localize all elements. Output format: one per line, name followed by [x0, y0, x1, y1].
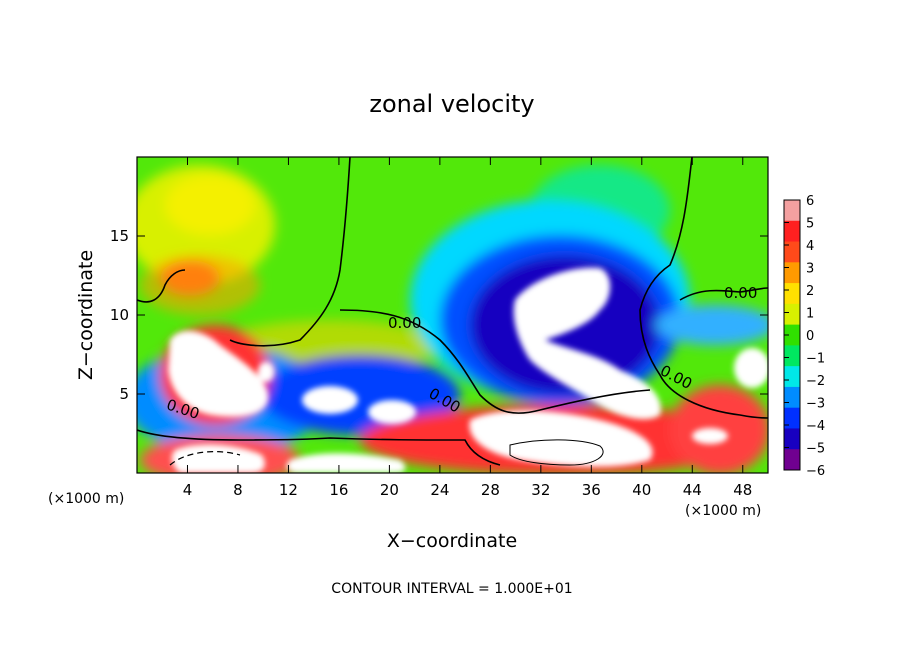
x-unit-label-right: (×1000 m) — [685, 503, 761, 519]
contour-dashed — [169, 450, 241, 466]
contour-label: 0.00 — [724, 284, 757, 302]
velocity-field — [137, 157, 768, 473]
colorbar-swatch — [784, 283, 800, 305]
contour-left-edge — [137, 269, 186, 303]
contour-bottom-inner — [509, 439, 604, 466]
bottom-mid-core — [286, 453, 406, 473]
right-positive-pocket — [692, 428, 728, 444]
colorbar-tick-label: 6 — [806, 194, 814, 209]
colorbar-swatch — [784, 366, 800, 388]
x-tick-label: 40 — [632, 481, 651, 499]
x-tick-label: 32 — [531, 481, 550, 499]
contour-interval-note: CONTOUR INTERVAL = 1.000E+01 — [331, 581, 572, 597]
colorbar-swatch — [784, 449, 800, 471]
colorbar-swatch — [784, 220, 800, 243]
colorbar-tick-label: −5 — [806, 442, 825, 457]
x-tick-label: 12 — [279, 481, 298, 499]
colorbar-tick-label: −3 — [806, 397, 825, 412]
chart-title: zonal velocity — [369, 90, 534, 118]
colorbar-tick-label: 3 — [806, 262, 814, 277]
right-negative-pocket — [734, 348, 768, 388]
x-axis-ticks: 4 8 12 16 20 24 28 32 36 40 44 48 — [183, 157, 752, 499]
x-tick-label: 48 — [733, 481, 752, 499]
x-tick-label: 20 — [380, 481, 399, 499]
upper-left-yellow-core — [165, 175, 255, 235]
colorbar-tick-label: −2 — [806, 374, 825, 389]
contour-label: 0.00 — [388, 314, 421, 332]
colorbar-swatch — [784, 241, 800, 263]
x-tick-label: 8 — [233, 481, 243, 499]
colorbar-tick-label: 2 — [806, 284, 814, 299]
colorbar: 6 5 4 3 2 1 0 −1 −2 −3 −4 −5 −6 — [783, 194, 825, 479]
contour-bottom-left — [137, 429, 501, 466]
blue-pocket-left — [302, 386, 358, 414]
bottom-right-positive — [670, 385, 768, 473]
colorbar-swatch — [784, 262, 800, 284]
colorbar-swatch — [784, 200, 800, 222]
colorbar-swatch — [784, 303, 800, 326]
left-orange-core — [140, 255, 260, 315]
colorbar-swatch — [784, 345, 800, 367]
y-axis-ticks: 5 10 15 — [110, 227, 768, 403]
colorbar-tick-label: −6 — [806, 464, 825, 479]
x-tick-label: 28 — [481, 481, 500, 499]
y-tick-label: 5 — [119, 385, 129, 403]
zero-contours — [137, 157, 768, 466]
x-tick-label: 44 — [683, 481, 702, 499]
colorbar-swatch — [784, 324, 800, 346]
blue-pocket-right — [368, 400, 416, 424]
colorbar-swatch — [784, 407, 800, 429]
colorbar-tick-label: 1 — [806, 307, 814, 322]
small-blue-pocket — [258, 362, 274, 382]
y-axis-label: Z−coordinate — [75, 250, 97, 380]
x-tick-label: 36 — [582, 481, 601, 499]
colorbar-tick-label: −1 — [806, 352, 825, 367]
colorbar-swatch — [784, 386, 800, 409]
right-cyan-band — [655, 305, 768, 345]
colorbar-swatch — [784, 428, 800, 450]
x-tick-label: 24 — [430, 481, 449, 499]
y-tick-label: 15 — [110, 227, 129, 245]
x-unit-label-left: (×1000 m) — [48, 491, 124, 507]
colorbar-tick-label: 4 — [806, 239, 814, 254]
bottom-jet-core — [469, 410, 653, 467]
y-tick-label: 10 — [110, 306, 129, 324]
x-tick-label: 16 — [329, 481, 348, 499]
colorbar-tick-label: −4 — [806, 419, 825, 434]
colorbar-tick-label: 0 — [806, 329, 814, 344]
contour-upper-mid — [339, 309, 651, 414]
x-tick-label: 4 — [183, 481, 193, 499]
central-negative-core — [513, 267, 661, 420]
bottom-left-core — [171, 444, 265, 473]
left-jet-core — [168, 330, 269, 417]
contour-right-top — [679, 287, 768, 301]
contour-left-vertical — [229, 157, 351, 347]
x-axis-label: X−coordinate — [387, 530, 517, 552]
contour-right-vertical — [639, 157, 768, 419]
colorbar-tick-label: 5 — [806, 217, 814, 232]
